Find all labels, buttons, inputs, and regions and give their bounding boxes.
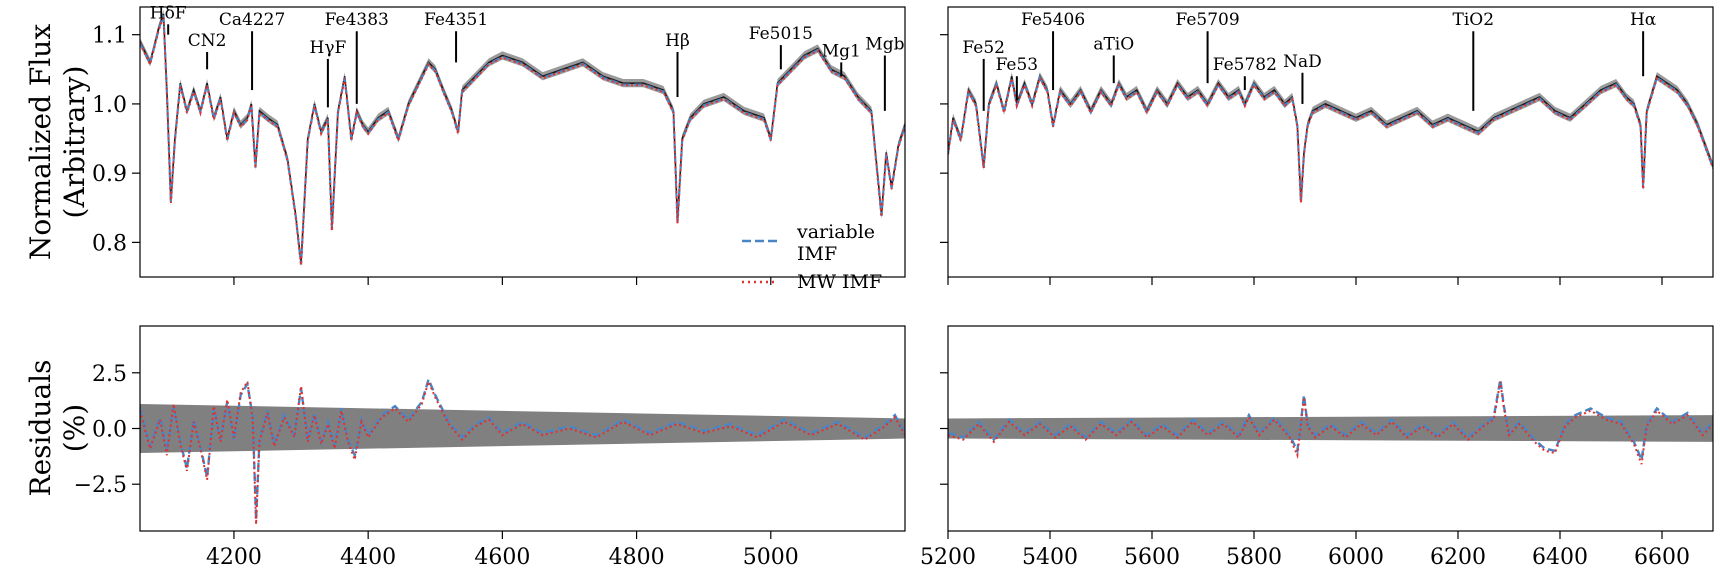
panel-bottom-left: 4200 4400 4600 4800 5000 −2.5 0.0 2.5 Residuals… <box>24 325 906 568</box>
x-tick-label: 5000 <box>743 545 799 568</box>
x-tick-label: 6400 <box>1532 545 1588 568</box>
axes-frame <box>947 6 1714 278</box>
annotation-label: Fe5782 <box>1213 55 1277 75</box>
annotation-label: Fe5709 <box>1175 10 1239 30</box>
annotation-label: Ca4227 <box>219 10 285 30</box>
y-tick-label: −2.5 <box>74 473 127 498</box>
axis-ticks <box>940 34 1663 285</box>
y-tick-label: 0.9 <box>92 162 127 187</box>
annotation-label: Fe5015 <box>749 24 813 44</box>
y-tick-label: 0.0 <box>92 418 127 443</box>
annotation-label: Fe5406 <box>1021 10 1085 30</box>
axis-ticks: 4200 4400 4600 4800 5000 −2.5 0.0 2.5 <box>74 362 799 568</box>
annotation-label: TiO2 <box>1453 10 1495 30</box>
annotation-label: aTiO <box>1093 34 1134 54</box>
y-tick-label: 1.1 <box>92 24 127 49</box>
y-axis-title-flux: Normalized Flux(Arbitrary) <box>24 24 91 260</box>
y-axis-title-residuals: Residuals(%) <box>24 360 91 497</box>
x-tick-label: 4400 <box>340 545 396 568</box>
observed-spectrum-line <box>140 13 905 264</box>
x-tick-label: 5600 <box>1124 545 1180 568</box>
axis-ticks: 5200 5400 5600 5800 6000 6200 6400 6600 <box>920 372 1690 568</box>
x-tick-label: 5200 <box>920 545 976 568</box>
x-tick-label: 4600 <box>474 545 530 568</box>
x-tick-label: 6000 <box>1328 545 1384 568</box>
legend-variable-imf-label: variable IMF <box>796 221 875 265</box>
legend-mw-imf-label: MW IMF <box>797 271 882 293</box>
annotation-label: NaD <box>1283 52 1322 72</box>
flux-plot-area-right <box>948 72 1713 205</box>
x-tick-label: 5800 <box>1226 545 1282 568</box>
annotation-label: Mgb <box>865 34 904 54</box>
variable-imf-model-line <box>140 14 905 265</box>
axis-ticks: 0.8 0.9 1.0 1.1 <box>92 24 772 285</box>
residual-plot-area-left <box>140 375 905 525</box>
y-tick-label: 0.8 <box>92 231 127 256</box>
panel-bottom-right: 5200 5400 5600 5800 6000 6200 6400 6600 <box>920 325 1714 568</box>
flux-plot-area-left <box>140 9 905 268</box>
y-tick-label: 2.5 <box>92 362 127 387</box>
mw-imf-model-line <box>948 75 1713 203</box>
residual-uncertainty-band <box>140 403 905 454</box>
annotation-label: Fe4351 <box>424 10 488 30</box>
y-tick-label: 1.0 <box>92 93 127 118</box>
axes-frame <box>139 6 906 278</box>
annotation-label: Fe52 <box>962 38 1005 58</box>
x-tick-label: 4200 <box>206 545 262 568</box>
mw-imf-model-line <box>140 15 905 266</box>
annotation-label: Fe4383 <box>325 10 389 30</box>
annotation-label: HγF <box>310 38 347 58</box>
annotation-label: CN2 <box>188 31 227 51</box>
x-tick-label: 4800 <box>609 545 665 568</box>
annotation-label: Hβ <box>665 31 690 51</box>
x-tick-label: 6200 <box>1430 545 1486 568</box>
annotation-label: Fe53 <box>996 55 1039 75</box>
variable-imf-residual-line <box>948 379 1713 465</box>
annotation-label: HδF <box>150 3 187 23</box>
variable-imf-residual-line <box>140 375 905 520</box>
residual-uncertainty-band <box>948 415 1713 442</box>
legend: variable IMF MW IMF <box>742 221 882 293</box>
x-tick-label: 6600 <box>1634 545 1690 568</box>
flux-uncertainty-band <box>140 9 905 268</box>
residual-plot-area-right <box>948 379 1713 465</box>
mw-imf-residual-line <box>140 378 905 525</box>
annotation-label: Hα <box>1630 10 1657 30</box>
x-tick-label: 5400 <box>1022 545 1078 568</box>
annotation-label: Mg1 <box>822 41 861 61</box>
